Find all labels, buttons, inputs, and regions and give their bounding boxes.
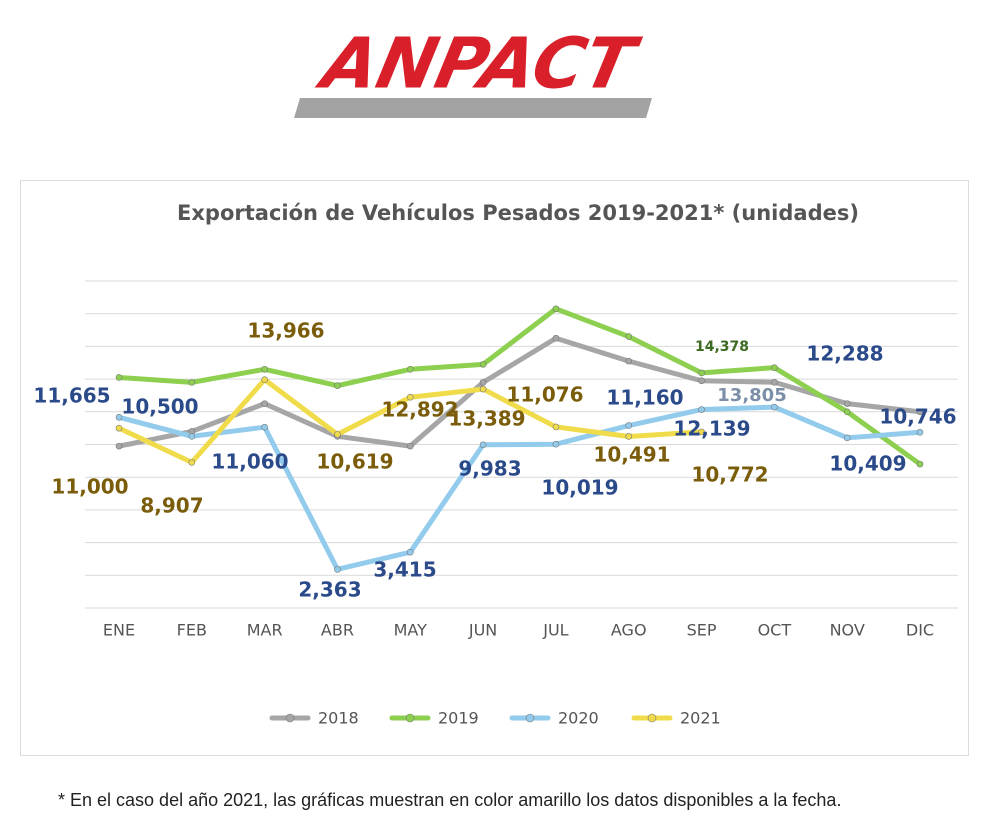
x-tick-label: OCT [758, 621, 792, 640]
series-line [116, 404, 923, 572]
point [552, 440, 560, 448]
legend-label: 2021 [680, 709, 721, 728]
point [479, 385, 487, 393]
data-label: 12,139 [673, 417, 750, 441]
legend-marker [285, 713, 295, 723]
data-label: 10,491 [593, 443, 670, 467]
point [771, 378, 778, 386]
x-tick-label: SEP [687, 621, 717, 640]
legend-marker [647, 713, 657, 723]
x-tick-label: FEB [177, 621, 207, 640]
point [698, 369, 705, 377]
point [771, 403, 778, 411]
point [479, 379, 487, 386]
point [188, 433, 196, 440]
point [334, 382, 341, 389]
point [698, 377, 705, 385]
data-label: 11,060 [211, 450, 288, 474]
point [261, 423, 268, 431]
point [406, 393, 414, 401]
x-tick-label: DIC [906, 621, 934, 640]
data-label: 11,665 [33, 384, 110, 408]
chart-frame [20, 180, 969, 756]
legend-marker [405, 713, 415, 723]
logo: ANPACT [294, 22, 652, 118]
point [188, 459, 196, 466]
point [843, 400, 851, 407]
logo-bar [294, 98, 652, 118]
data-label: 13,966 [247, 319, 324, 343]
point [625, 433, 633, 440]
point [261, 376, 268, 383]
point [406, 365, 414, 373]
point [625, 422, 633, 429]
data-label: 11,076 [506, 383, 583, 407]
data-label: 10,409 [829, 452, 906, 476]
x-tick-label: JUN [468, 621, 497, 640]
data-label: 9,983 [458, 457, 521, 481]
chart-title: Exportación de Vehículos Pesados 2019-20… [177, 201, 859, 225]
point [698, 406, 705, 413]
data-label: 10,500 [121, 395, 198, 419]
point [625, 357, 633, 365]
point [115, 413, 123, 421]
point [115, 442, 123, 450]
point [625, 333, 633, 340]
legend-label: 2020 [558, 709, 599, 728]
point [115, 374, 123, 381]
x-tick-label: JUL [542, 621, 568, 640]
point [261, 365, 268, 373]
point [843, 408, 851, 416]
data-label: 11,160 [606, 386, 683, 410]
point [552, 423, 560, 431]
point [479, 441, 487, 449]
x-tick-label: MAY [394, 621, 428, 640]
legend-label: 2018 [318, 709, 359, 728]
point [916, 408, 924, 416]
data-label: 10,619 [316, 450, 393, 474]
point [334, 431, 341, 438]
data-label: 3,415 [373, 558, 436, 582]
point [771, 364, 778, 371]
data-label: 8,907 [140, 494, 203, 518]
point [406, 442, 414, 450]
data-label: 10,019 [541, 476, 618, 500]
x-tick-label: NOV [830, 621, 865, 640]
data-label: 14,378 [695, 339, 749, 355]
data-label: 12,288 [806, 342, 883, 366]
point [406, 548, 414, 556]
chart: ANPACT Exportación de Vehículos Pesados … [20, 22, 969, 756]
x-tick-label: ENE [103, 621, 135, 640]
data-label: 12,892 [381, 398, 458, 422]
data-label: 10,772 [691, 463, 768, 487]
data-label: 13,389 [448, 407, 525, 431]
series-line [116, 335, 923, 449]
point [261, 400, 268, 407]
point [479, 361, 487, 368]
point [552, 305, 560, 313]
point [188, 379, 196, 386]
x-tick-label: AGO [611, 621, 647, 640]
data-label: 10,746 [879, 405, 956, 429]
series-line [116, 306, 923, 467]
legend-label: 2019 [438, 709, 479, 728]
point [115, 424, 123, 432]
data-label: 13,805 [717, 385, 786, 406]
point [334, 566, 341, 573]
logo-text: ANPACT [311, 22, 647, 104]
x-tick-label: MAR [247, 621, 283, 640]
point [916, 460, 924, 468]
x-tick-label: ABR [321, 621, 354, 640]
point [916, 429, 924, 436]
data-label: 2,363 [298, 578, 361, 602]
point [843, 434, 851, 442]
legend-marker [525, 713, 535, 723]
point [698, 428, 705, 436]
footnote: * En el caso del año 2021, las gráficas … [58, 790, 842, 810]
data-label: 11,000 [51, 475, 128, 499]
point [552, 334, 560, 342]
